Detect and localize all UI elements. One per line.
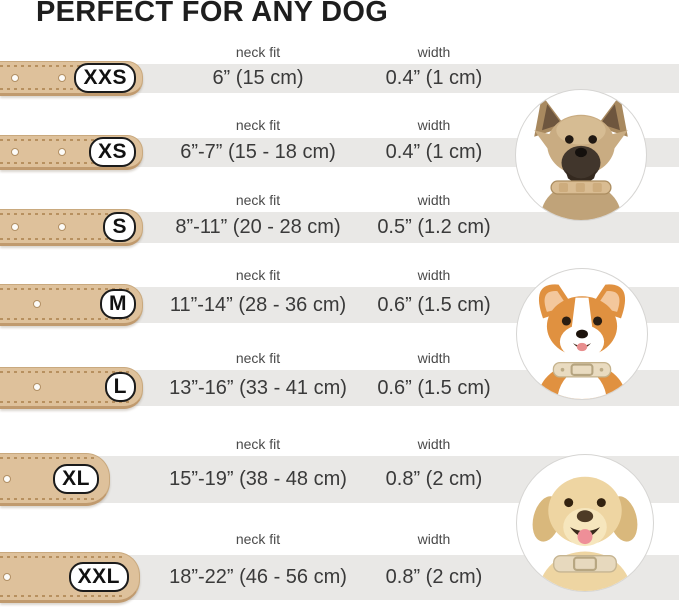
- collar-strap-s: S: [0, 209, 143, 246]
- neck-fit-column-header: neck fit: [235, 350, 281, 366]
- size-badge-xxs: XXS: [74, 62, 136, 93]
- neck-fit-value: 6”-7” (15 - 18 cm): [180, 141, 336, 163]
- width-value: 0.8” (2 cm): [385, 468, 483, 490]
- collar-stitching: [0, 162, 129, 164]
- collar-stitching: [0, 371, 129, 373]
- collar-strap-m: M: [0, 284, 143, 326]
- collar-hole: [33, 300, 41, 308]
- page-title: PERFECT FOR ANY DOG: [36, 0, 389, 28]
- width-value: 0.6” (1.5 cm): [377, 377, 491, 399]
- collar-hole: [3, 572, 11, 581]
- size-badge-m: M: [100, 289, 136, 319]
- labrador-illustration: [532, 476, 638, 591]
- width-column-header: width: [417, 44, 451, 60]
- size-badge-s: S: [103, 211, 136, 242]
- collar-strap-xxs: XXS: [0, 61, 143, 96]
- collar-strap-xs: XS: [0, 135, 143, 170]
- width-value: 0.5” (1.2 cm): [377, 216, 491, 238]
- collar-stitching: [0, 139, 129, 141]
- collar-hole: [3, 474, 11, 483]
- width-value: 0.8” (2 cm): [385, 566, 483, 588]
- neck-fit-value: 18”-22” (46 - 56 cm): [169, 566, 347, 588]
- collar-strap-xl: XL: [0, 453, 110, 506]
- dog-photo-labrador: [516, 454, 654, 592]
- collar-strap-l: L: [0, 367, 143, 409]
- collar-hole: [11, 147, 19, 156]
- collar-stitching: [0, 498, 96, 500]
- dog-photo-corgi: [516, 268, 648, 400]
- width-column-header: width: [417, 350, 451, 366]
- collar-stitching: [0, 65, 129, 67]
- neck-fit-column-header: neck fit: [235, 192, 281, 208]
- width-column-header: width: [417, 436, 451, 452]
- width-column-header: width: [417, 192, 451, 208]
- collar-hole: [58, 222, 66, 231]
- terrier-illustration: [534, 95, 628, 220]
- neck-fit-column-header: neck fit: [235, 44, 281, 60]
- collar-hole: [11, 222, 19, 231]
- collar-stitching: [0, 288, 129, 290]
- width-value: 0.6” (1.5 cm): [377, 294, 491, 316]
- collar-stitching: [0, 238, 129, 240]
- size-badge-xxl: XXL: [68, 561, 129, 592]
- collar-stitching: [0, 595, 126, 597]
- collar-stitching: [0, 213, 129, 215]
- collar-stitching: [0, 457, 96, 459]
- size-badge-l: L: [104, 372, 136, 402]
- collar-stitching: [0, 88, 129, 90]
- width-value: 0.4” (1 cm): [385, 67, 483, 89]
- neck-fit-value: 8”-11” (20 - 28 cm): [175, 216, 341, 238]
- neck-fit-column-header: neck fit: [235, 267, 281, 283]
- size-badge-xl: XL: [53, 463, 99, 494]
- corgi-illustration: [537, 284, 627, 399]
- width-column-header: width: [417, 267, 451, 283]
- collar-stitching: [0, 401, 129, 403]
- neck-fit-value: 13”-16” (33 - 41 cm): [169, 377, 347, 399]
- collar-hole: [33, 383, 41, 391]
- collar-strap-xxl: XXL: [0, 552, 140, 603]
- neck-fit-value: 6” (15 cm): [212, 67, 304, 89]
- neck-fit-column-header: neck fit: [235, 436, 281, 452]
- width-column-header: width: [417, 117, 451, 133]
- collar-hole: [58, 73, 66, 82]
- collar-hole: [58, 147, 66, 156]
- collar-stitching: [0, 556, 126, 558]
- collar-stitching: [0, 318, 129, 320]
- collar-hole: [11, 73, 19, 82]
- neck-fit-value: 15”-19” (38 - 48 cm): [169, 468, 347, 490]
- neck-fit-column-header: neck fit: [235, 117, 281, 133]
- dog-photo-terrier: [515, 89, 647, 221]
- width-column-header: width: [417, 531, 451, 547]
- neck-fit-column-header: neck fit: [235, 531, 281, 547]
- neck-fit-value: 11”-14” (28 - 36 cm): [169, 294, 347, 316]
- width-value: 0.4” (1 cm): [385, 141, 483, 163]
- size-badge-xs: XS: [88, 136, 136, 167]
